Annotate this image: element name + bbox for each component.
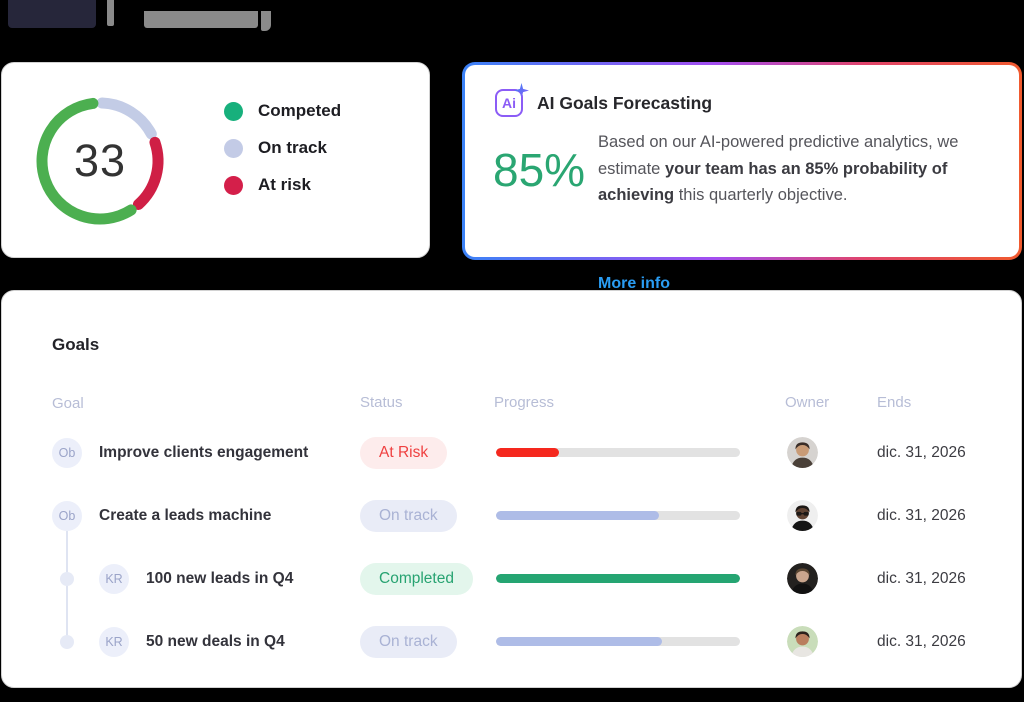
more-info-link[interactable]: More info bbox=[598, 275, 670, 292]
ai-forecasting-card: Ai AI Goals Forecasting 85% Based on our… bbox=[465, 65, 1019, 292]
progress-bar bbox=[496, 574, 740, 583]
donut-segment-on-track bbox=[96, 97, 157, 140]
brand-bar bbox=[8, 0, 271, 31]
brand-divider bbox=[107, 0, 114, 26]
donut-legend: Competed On track At risk bbox=[224, 101, 341, 195]
progress-bar bbox=[496, 448, 740, 457]
progress-bar-fill bbox=[496, 574, 740, 583]
table-row[interactable]: Ob Improve clients engagement At Risk di… bbox=[2, 421, 1021, 484]
donut-segment-competed bbox=[36, 97, 137, 225]
progress-bar-fill bbox=[496, 637, 662, 646]
legend-item-competed: Competed bbox=[224, 101, 341, 121]
connector-milestone-dot bbox=[60, 634, 74, 649]
goal-type-badge: Ob bbox=[52, 500, 82, 531]
goals-donut-chart: 33 bbox=[28, 89, 172, 233]
goal-name[interactable]: 50 new deals in Q4 bbox=[146, 632, 285, 650]
goal-type-badge: Ob bbox=[52, 437, 82, 468]
sparkle-icon bbox=[514, 83, 529, 98]
legend-item-on-track: On track bbox=[224, 138, 341, 158]
objective-connector-line bbox=[66, 531, 68, 643]
ai-card-title: AI Goals Forecasting bbox=[537, 92, 713, 113]
column-header-ends: Ends bbox=[877, 394, 912, 411]
header-breadcrumb-text-tail bbox=[261, 11, 271, 31]
brand-wordmark[interactable] bbox=[8, 0, 96, 28]
legend-dot-on-track bbox=[224, 138, 243, 158]
progress-bar bbox=[496, 637, 740, 646]
legend-label-at-risk: At risk bbox=[258, 175, 311, 194]
connector-milestone-dot bbox=[60, 571, 74, 586]
progress-bar-fill bbox=[496, 511, 660, 520]
ai-probability-value: 85% bbox=[493, 144, 586, 196]
goal-type-badge: KR bbox=[99, 626, 129, 657]
goal-name[interactable]: 100 new leads in Q4 bbox=[146, 569, 294, 587]
goal-type-badge: KR bbox=[99, 563, 129, 594]
ai-card-header: Ai AI Goals Forecasting bbox=[495, 83, 713, 117]
donut-segment-at-risk bbox=[132, 136, 164, 210]
ai-card-body-text: Based on our AI-powered predictive analy… bbox=[598, 133, 959, 204]
column-header-owner: Owner bbox=[785, 394, 830, 411]
end-date: dic. 31, 2026 bbox=[877, 632, 966, 650]
table-row[interactable]: KR 50 new deals in Q4 On track dic. 31, … bbox=[2, 610, 1021, 673]
end-date: dic. 31, 2026 bbox=[877, 569, 966, 587]
status-badge: Completed bbox=[360, 562, 473, 595]
goals-table: Goal Status Progress Owner Ends Ob Impro… bbox=[2, 385, 1021, 673]
header-breadcrumb-text bbox=[144, 11, 258, 28]
avatar bbox=[787, 626, 818, 657]
goal-summary-card: 33 Competed On track At risk bbox=[1, 62, 430, 258]
goals-rows: Ob Improve clients engagement At Risk di… bbox=[2, 421, 1021, 673]
avatar bbox=[787, 500, 818, 531]
progress-bar-fill bbox=[496, 448, 560, 457]
column-header-progress: Progress bbox=[494, 394, 555, 411]
ai-badge-text: Ai bbox=[502, 95, 516, 111]
end-date: dic. 31, 2026 bbox=[877, 443, 966, 461]
goal-name[interactable]: Improve clients engagement bbox=[99, 443, 309, 461]
goal-name[interactable]: Create a leads machine bbox=[99, 506, 272, 524]
status-badge: On track bbox=[360, 499, 457, 532]
legend-item-at-risk: At risk bbox=[224, 175, 341, 195]
table-row[interactable]: KR 100 new leads in Q4 Completed dic. 31… bbox=[2, 547, 1021, 610]
table-row[interactable]: Ob Create a leads machine On track dic. … bbox=[2, 484, 1021, 547]
end-date: dic. 31, 2026 bbox=[877, 506, 966, 524]
status-badge: On track bbox=[360, 625, 457, 658]
column-header-goal: Goal bbox=[52, 394, 84, 412]
ai-sparkle-icon: Ai bbox=[495, 83, 529, 117]
goals-card-title: Goals bbox=[52, 335, 100, 354]
legend-label-on-track: On track bbox=[258, 138, 327, 157]
donut-rings bbox=[36, 97, 164, 225]
goals-table-header: Goal Status Progress Owner Ends bbox=[2, 385, 1021, 421]
progress-bar bbox=[496, 511, 740, 520]
column-header-status: Status bbox=[360, 394, 403, 411]
donut-center-value: 33 bbox=[73, 135, 127, 186]
ai-forecasting-card-gradient-border: Ai AI Goals Forecasting 85% Based on our… bbox=[462, 62, 1022, 292]
avatar bbox=[787, 563, 818, 594]
legend-dot-at-risk bbox=[224, 175, 243, 195]
status-badge: At Risk bbox=[360, 436, 448, 469]
goals-table-card: Goals Goal Status Progress Owner Ends Ob… bbox=[1, 290, 1022, 688]
legend-label-competed: Competed bbox=[258, 101, 342, 120]
avatar bbox=[787, 437, 818, 468]
legend-dot-competed bbox=[224, 101, 243, 121]
